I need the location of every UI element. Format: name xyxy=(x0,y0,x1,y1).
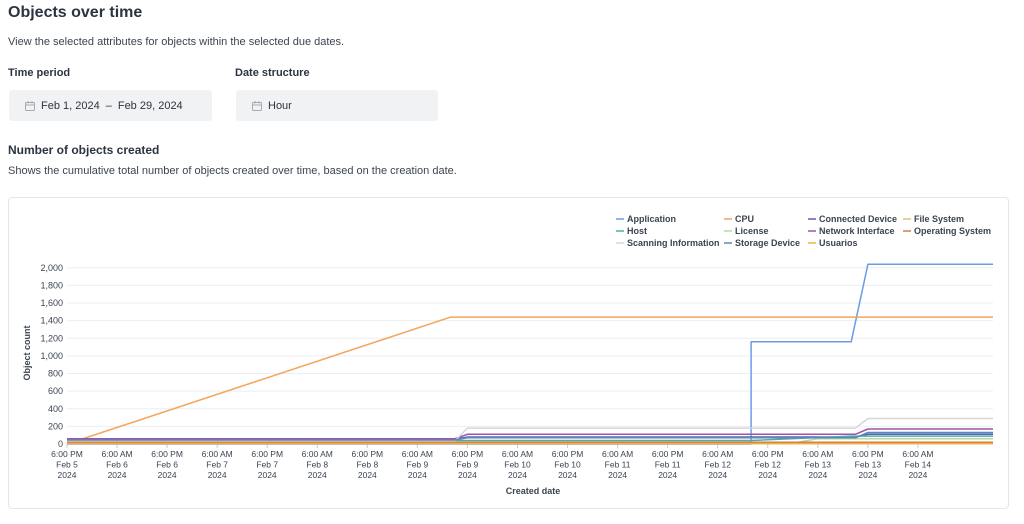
objects-over-time-chart: 0 200 400 600 800 1,000 1,200 1,400 1,600 1,800 2,… xyxy=(22,214,993,496)
series-lines xyxy=(66,263,993,445)
legend-item[interactable]: Application xyxy=(616,214,676,224)
series-line-application[interactable] xyxy=(67,263,993,445)
series-line-network-interface[interactable] xyxy=(67,428,993,440)
legend-item[interactable]: File System xyxy=(903,214,964,224)
y-tick-labels: 0 200 400 600 800 1,000 1,200 1,400 1,600 1,800 2,… xyxy=(40,263,63,449)
page-subtitle: View the selected attributes for objects… xyxy=(8,36,345,48)
legend-label: Application xyxy=(627,214,676,224)
x-axis-title: Created date xyxy=(506,486,561,496)
legend-item[interactable]: Operating System xyxy=(903,226,991,236)
series-line-cpu[interactable] xyxy=(66,316,993,445)
y-tick-label: 1,000 xyxy=(40,351,63,361)
series-line-storage-device[interactable] xyxy=(67,431,993,441)
x-tick-label: 6:00 PM Feb 10 2024 xyxy=(552,449,584,480)
legend-item[interactable]: Usuarios xyxy=(808,238,858,248)
time-period-end: Feb 29, 2024 xyxy=(117,99,183,112)
x-tick-label: 6:00 AM Feb 12 2024 xyxy=(702,449,733,480)
legend-label: Storage Device xyxy=(735,238,800,248)
y-tick-label: 800 xyxy=(48,369,63,379)
legend-label: Host xyxy=(627,226,647,236)
x-tick-label: 6:00 PM Feb 9 2024 xyxy=(452,449,484,480)
date-structure-select[interactable]: Hour xyxy=(236,90,438,121)
y-axis-title: Object count xyxy=(22,325,32,380)
legend-item[interactable]: Storage Device xyxy=(724,238,800,248)
x-tick-label: 6:00 PM Feb 8 2024 xyxy=(351,449,383,480)
time-period-picker[interactable]: Feb 1, 2024 – Feb 29, 2024 xyxy=(9,90,212,121)
chart-card xyxy=(8,197,1009,509)
legend-item[interactable]: Network Interface xyxy=(808,226,895,236)
calendar-icon xyxy=(252,100,262,111)
y-tick-label: 400 xyxy=(48,404,63,414)
legend-label: Connected Device xyxy=(819,214,897,224)
x-tick-label: 6:00 AM Feb 10 2024 xyxy=(502,449,533,480)
legend: Application CPU Connected Device File Syste… xyxy=(616,214,991,248)
legend-label: License xyxy=(735,226,769,236)
legend-item[interactable]: CPU xyxy=(724,214,754,224)
page-title: Objects over time xyxy=(8,4,143,21)
legend-item[interactable]: License xyxy=(724,226,769,236)
time-period-label: Time period xyxy=(8,67,71,79)
y-tick-label: 1,200 xyxy=(40,333,63,343)
y-tick-label: 1,800 xyxy=(40,280,63,290)
calendar-icon xyxy=(25,100,35,111)
x-tick-label: 6:00 AM Feb 6 2024 xyxy=(101,449,132,480)
x-tick-label: 6:00 PM Feb 12 2024 xyxy=(752,449,784,480)
y-tick-label: 0 xyxy=(58,439,63,449)
x-tick-label: 6:00 PM Feb 11 2024 xyxy=(652,449,684,480)
date-structure-label: Date structure xyxy=(235,67,310,79)
x-tick-label: 6:00 AM Feb 9 2024 xyxy=(402,449,433,480)
x-tick-label: 6:00 PM Feb 7 2024 xyxy=(251,449,283,480)
time-period-start: Feb 1, 2024 xyxy=(41,99,100,112)
legend-label: Network Interface xyxy=(819,226,895,236)
y-tick-label: 2,000 xyxy=(40,263,63,273)
time-period-separator: – xyxy=(105,99,112,112)
legend-label: Scanning Information xyxy=(627,238,720,248)
x-tick-label: 6:00 PM Feb 13 2024 xyxy=(852,449,884,480)
x-tick-label: 6:00 AM Feb 13 2024 xyxy=(802,449,833,480)
legend-item[interactable]: Scanning Information xyxy=(616,238,720,248)
legend-label: CPU xyxy=(735,214,754,224)
x-tick-label: 6:00 AM Feb 7 2024 xyxy=(202,449,233,480)
section-subtitle: Shows the cumulative total number of obj… xyxy=(8,165,457,177)
y-tick-label: 1,400 xyxy=(40,316,63,326)
x-tick-label: 6:00 PM Feb 6 2024 xyxy=(151,449,183,480)
y-tick-label: 600 xyxy=(48,386,63,396)
legend-item[interactable]: Connected Device xyxy=(808,214,897,224)
x-tick-label: 6:00 AM Feb 8 2024 xyxy=(302,449,333,480)
legend-label: Operating System xyxy=(914,226,991,236)
legend-label: File System xyxy=(914,214,964,224)
date-structure-value: Hour xyxy=(268,99,292,112)
x-tick-label: 6:00 AM Feb 14 2024 xyxy=(902,449,933,480)
series-line-scanning-information[interactable] xyxy=(67,417,993,442)
section-title: Number of objects created xyxy=(8,143,160,157)
x-tick-label: 6:00 PM Feb 5 2024 xyxy=(51,449,83,480)
x-tick-label: 6:00 AM Feb 11 2024 xyxy=(602,449,633,480)
legend-label: Usuarios xyxy=(819,238,858,248)
y-tick-label: 200 xyxy=(48,421,63,431)
legend-item[interactable]: Host xyxy=(616,226,647,236)
x-tick-labels: 6:00 PM Feb 5 2024 6:00 AM Feb 6 2024 6:00 PM F… xyxy=(51,449,933,480)
y-tick-label: 1,600 xyxy=(40,298,63,308)
grid-layer xyxy=(66,267,993,448)
